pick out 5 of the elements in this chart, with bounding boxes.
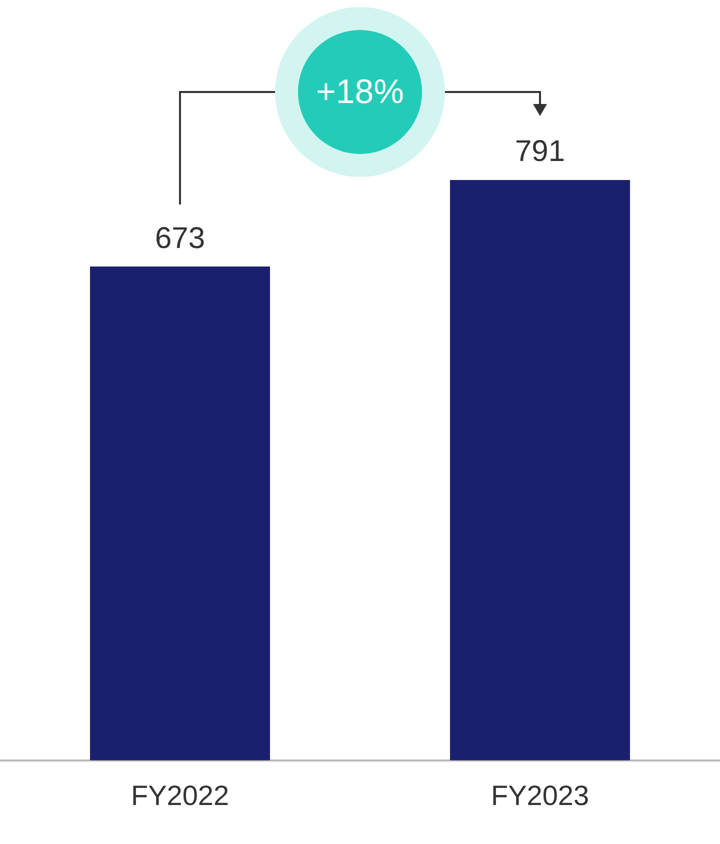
text: +18% xyxy=(315,72,405,113)
data-label: 673 xyxy=(154,222,206,255)
data-label: 791 xyxy=(514,135,566,168)
x-tick-label: FY2023 xyxy=(490,780,590,811)
x-tick-label: FY2022 xyxy=(130,780,230,811)
